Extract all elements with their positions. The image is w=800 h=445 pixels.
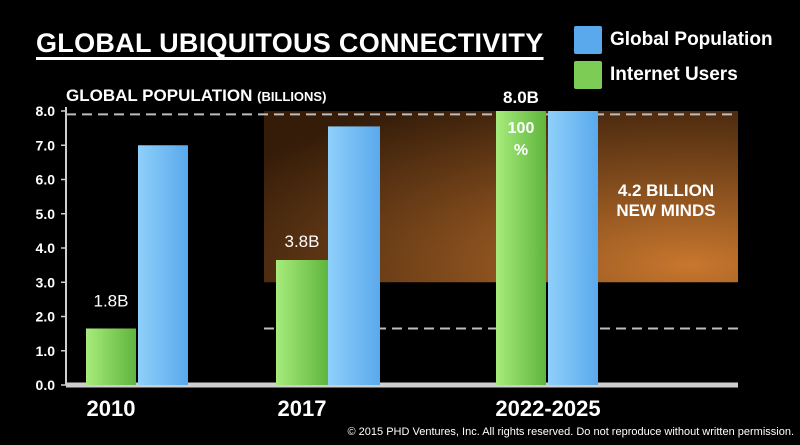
data-label: 1.8B <box>94 291 129 310</box>
y-axis-label: GLOBAL POPULATION (BILLIONS) <box>66 86 326 106</box>
bar-internet-users <box>496 111 546 385</box>
y-tick-label: 0.0 <box>36 377 56 393</box>
copyright-notice: © 2015 PHD Ventures, Inc. All rights res… <box>347 426 794 438</box>
y-axis-label-unit: (BILLIONS) <box>257 89 327 104</box>
x-tick-label: 2022-2025 <box>495 396 600 421</box>
legend-item-population: Global Population <box>574 24 796 55</box>
y-tick-label: 7.0 <box>36 137 56 153</box>
y-tick-label: 4.0 <box>36 240 56 256</box>
legend-swatch-internet <box>574 60 602 89</box>
y-tick-label: 1.0 <box>36 343 56 359</box>
bar-internet-users <box>276 259 328 385</box>
percent-label: 100% <box>508 120 535 159</box>
y-tick-label: 6.0 <box>36 172 56 188</box>
percent-label-line: 100 <box>508 120 535 137</box>
chart-title: GLOBAL UBIQUITOUS CONNECTIVITY <box>36 28 544 58</box>
percent-label-line: % <box>514 142 528 159</box>
x-tick-label: 2010 <box>87 396 136 421</box>
new-minds-annotation-line: 4.2 BILLION <box>618 181 714 200</box>
new-minds-annotation-line: NEW MINDS <box>616 201 715 220</box>
bar-global-population <box>548 111 598 385</box>
y-tick-label: 8.0 <box>36 103 56 119</box>
bar-global-population <box>138 145 188 385</box>
legend-label-population: Global Population <box>610 28 773 50</box>
legend-swatch-population <box>574 25 602 54</box>
data-label: 8.0B <box>503 88 539 107</box>
y-tick-label: 3.0 <box>36 274 56 290</box>
legend: Global Population Internet Users <box>574 24 796 94</box>
bar-internet-users <box>86 328 136 385</box>
y-axis-label-main: GLOBAL POPULATION <box>66 86 253 105</box>
x-tick-label: 2017 <box>278 396 327 421</box>
bar-global-population <box>328 126 380 385</box>
data-label: 3.8B <box>285 232 320 251</box>
y-tick-label: 2.0 <box>36 309 56 325</box>
legend-item-internet: Internet Users <box>574 59 796 90</box>
y-tick-label: 5.0 <box>36 206 56 222</box>
legend-label-internet: Internet Users <box>610 63 738 85</box>
new-minds-annotation: 4.2 BILLION NEW MINDS <box>616 181 715 220</box>
